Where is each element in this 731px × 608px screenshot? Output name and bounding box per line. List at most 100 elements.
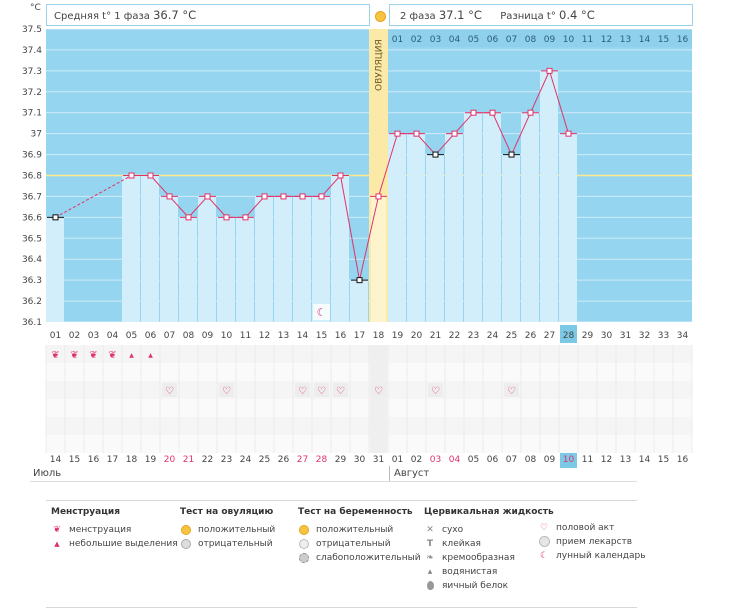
y-tick-label: 36.1	[22, 318, 42, 328]
temperature-bar	[236, 217, 254, 322]
date-label: 06	[487, 455, 499, 465]
y-tick-label: 36.2	[22, 297, 42, 307]
cycle-day-label: 28	[563, 331, 575, 341]
pregnancy-negative-icon	[298, 537, 310, 551]
phase2-header-strip	[388, 29, 692, 47]
light-discharge-mark: ▲	[129, 352, 134, 359]
line-segment	[378, 133, 398, 197]
cycle-day-label: 26	[525, 331, 537, 341]
temperature-bar	[521, 112, 539, 322]
temperature-bar	[502, 154, 520, 322]
cycle-day-label: 14	[297, 331, 309, 341]
pregnancy-positive-icon	[298, 523, 310, 537]
temperature-point	[261, 193, 268, 200]
lunar-marker-icon: ☾	[317, 306, 327, 319]
temperature-bars	[46, 70, 577, 322]
y-tick-label: 37.2	[22, 88, 42, 98]
temperature-point	[204, 193, 211, 200]
line-segment	[416, 133, 436, 155]
temperature-point	[432, 151, 439, 158]
temperature-point	[508, 151, 515, 158]
date-label: 23	[221, 455, 232, 465]
date-label: 14	[50, 455, 62, 465]
date-label: 07	[506, 455, 517, 465]
date-label: 30	[354, 455, 366, 465]
bbt-chart: 01 02 03 04 05 06 07 08 09 10 11 12 13 14 15 16 ОВУЛЯЦИ…	[22, 3, 693, 468]
phase2-day-label: 09	[544, 35, 556, 45]
temperature-bar	[160, 196, 178, 322]
temperature-bar	[407, 133, 425, 322]
cycle-day-label: 10	[221, 331, 233, 341]
axis-baseline	[30, 481, 637, 482]
temperature-bar	[312, 196, 330, 322]
temperature-bar	[274, 196, 292, 322]
cycle-day-label: 22	[449, 331, 460, 341]
heart-icon: ♡	[539, 523, 549, 533]
legend-other: ♡ половой акт прием лекарств ☾ лунный кале…	[538, 521, 646, 563]
cycle-day-label: 18	[373, 331, 385, 341]
temperature-point	[52, 214, 59, 221]
intercourse-cell	[428, 383, 443, 397]
line-segment	[207, 196, 227, 218]
line-segment	[359, 196, 379, 281]
phase2-day-label: 12	[601, 35, 612, 45]
pregnancy-weak-icon	[298, 551, 310, 565]
positive-test-icon	[180, 523, 192, 537]
menstruation-drop-icon: ❦	[53, 525, 61, 535]
date-label: 02	[411, 455, 422, 465]
cycle-day-label: 32	[639, 331, 650, 341]
date-label: 20	[164, 455, 176, 465]
line-segment	[511, 112, 531, 155]
temperature-bar	[559, 133, 577, 322]
temperature-point	[147, 172, 154, 179]
phase2-day-label: 02	[411, 35, 422, 45]
legend-pregtest-weak: слабоположительный	[316, 553, 421, 563]
intercourse-mark: ♡	[317, 386, 326, 397]
date-label: 16	[88, 455, 100, 465]
date-label: 16	[677, 455, 689, 465]
legend-ovtest-title: Тест на овуляцию	[180, 507, 274, 517]
legend-ovulation-test: Тест на овуляцию положительный отрицател…	[180, 507, 275, 551]
temperature-bar	[217, 217, 235, 322]
cycle-day-label: 07	[164, 331, 175, 341]
intercourse-mark: ♡	[431, 386, 440, 397]
temperature-bar	[255, 196, 273, 322]
date-label: 04	[449, 455, 461, 465]
y-axis-unit: °С	[30, 3, 41, 13]
temperature-point	[242, 214, 249, 221]
y-tick-label: 37.5	[22, 25, 42, 35]
temperature-point	[451, 130, 458, 137]
cycle-day-label: 06	[145, 331, 157, 341]
y-tick-label: 36.4	[22, 255, 42, 265]
legend-cervical-sticky: клейкая	[442, 539, 481, 549]
date-label: 27	[297, 455, 308, 465]
watery-icon: ▴	[427, 567, 433, 577]
line-segment	[340, 175, 360, 281]
temperature-bar	[483, 112, 501, 322]
light-discharge-mark: ▲	[148, 352, 153, 359]
cycle-day-label: 01	[50, 331, 61, 341]
legend-menstruation: Менструация ❦ менструация ▲ небольшие выде…	[51, 507, 178, 551]
legend-ovtest-positive: положительный	[198, 525, 276, 535]
temperature-point	[489, 109, 496, 116]
temperature-point	[128, 172, 135, 179]
y-tick-label: 36.3	[22, 276, 42, 286]
y-tick-label: 36.5	[22, 234, 42, 244]
phase2-day-label: 10	[563, 35, 575, 45]
line-segment	[188, 196, 208, 218]
date-label: 13	[620, 455, 631, 465]
month-july: Июль	[33, 468, 62, 479]
phase2-day-label: 05	[468, 35, 479, 45]
line-segment	[245, 196, 265, 218]
legend-pregtest-positive: положительный	[316, 525, 394, 535]
phase2-day-label: 06	[487, 35, 499, 45]
temperature-bar	[426, 154, 444, 322]
temperature-point	[546, 67, 553, 74]
negative-test-icon	[180, 537, 192, 551]
phase1-value: 36.7 °С	[153, 8, 197, 22]
cycle-day-label: 30	[601, 331, 613, 341]
date-label: 08	[525, 455, 537, 465]
line-segment	[169, 196, 189, 218]
date-label: 12	[601, 455, 612, 465]
legend-menstruation-item: менструация	[69, 525, 132, 535]
